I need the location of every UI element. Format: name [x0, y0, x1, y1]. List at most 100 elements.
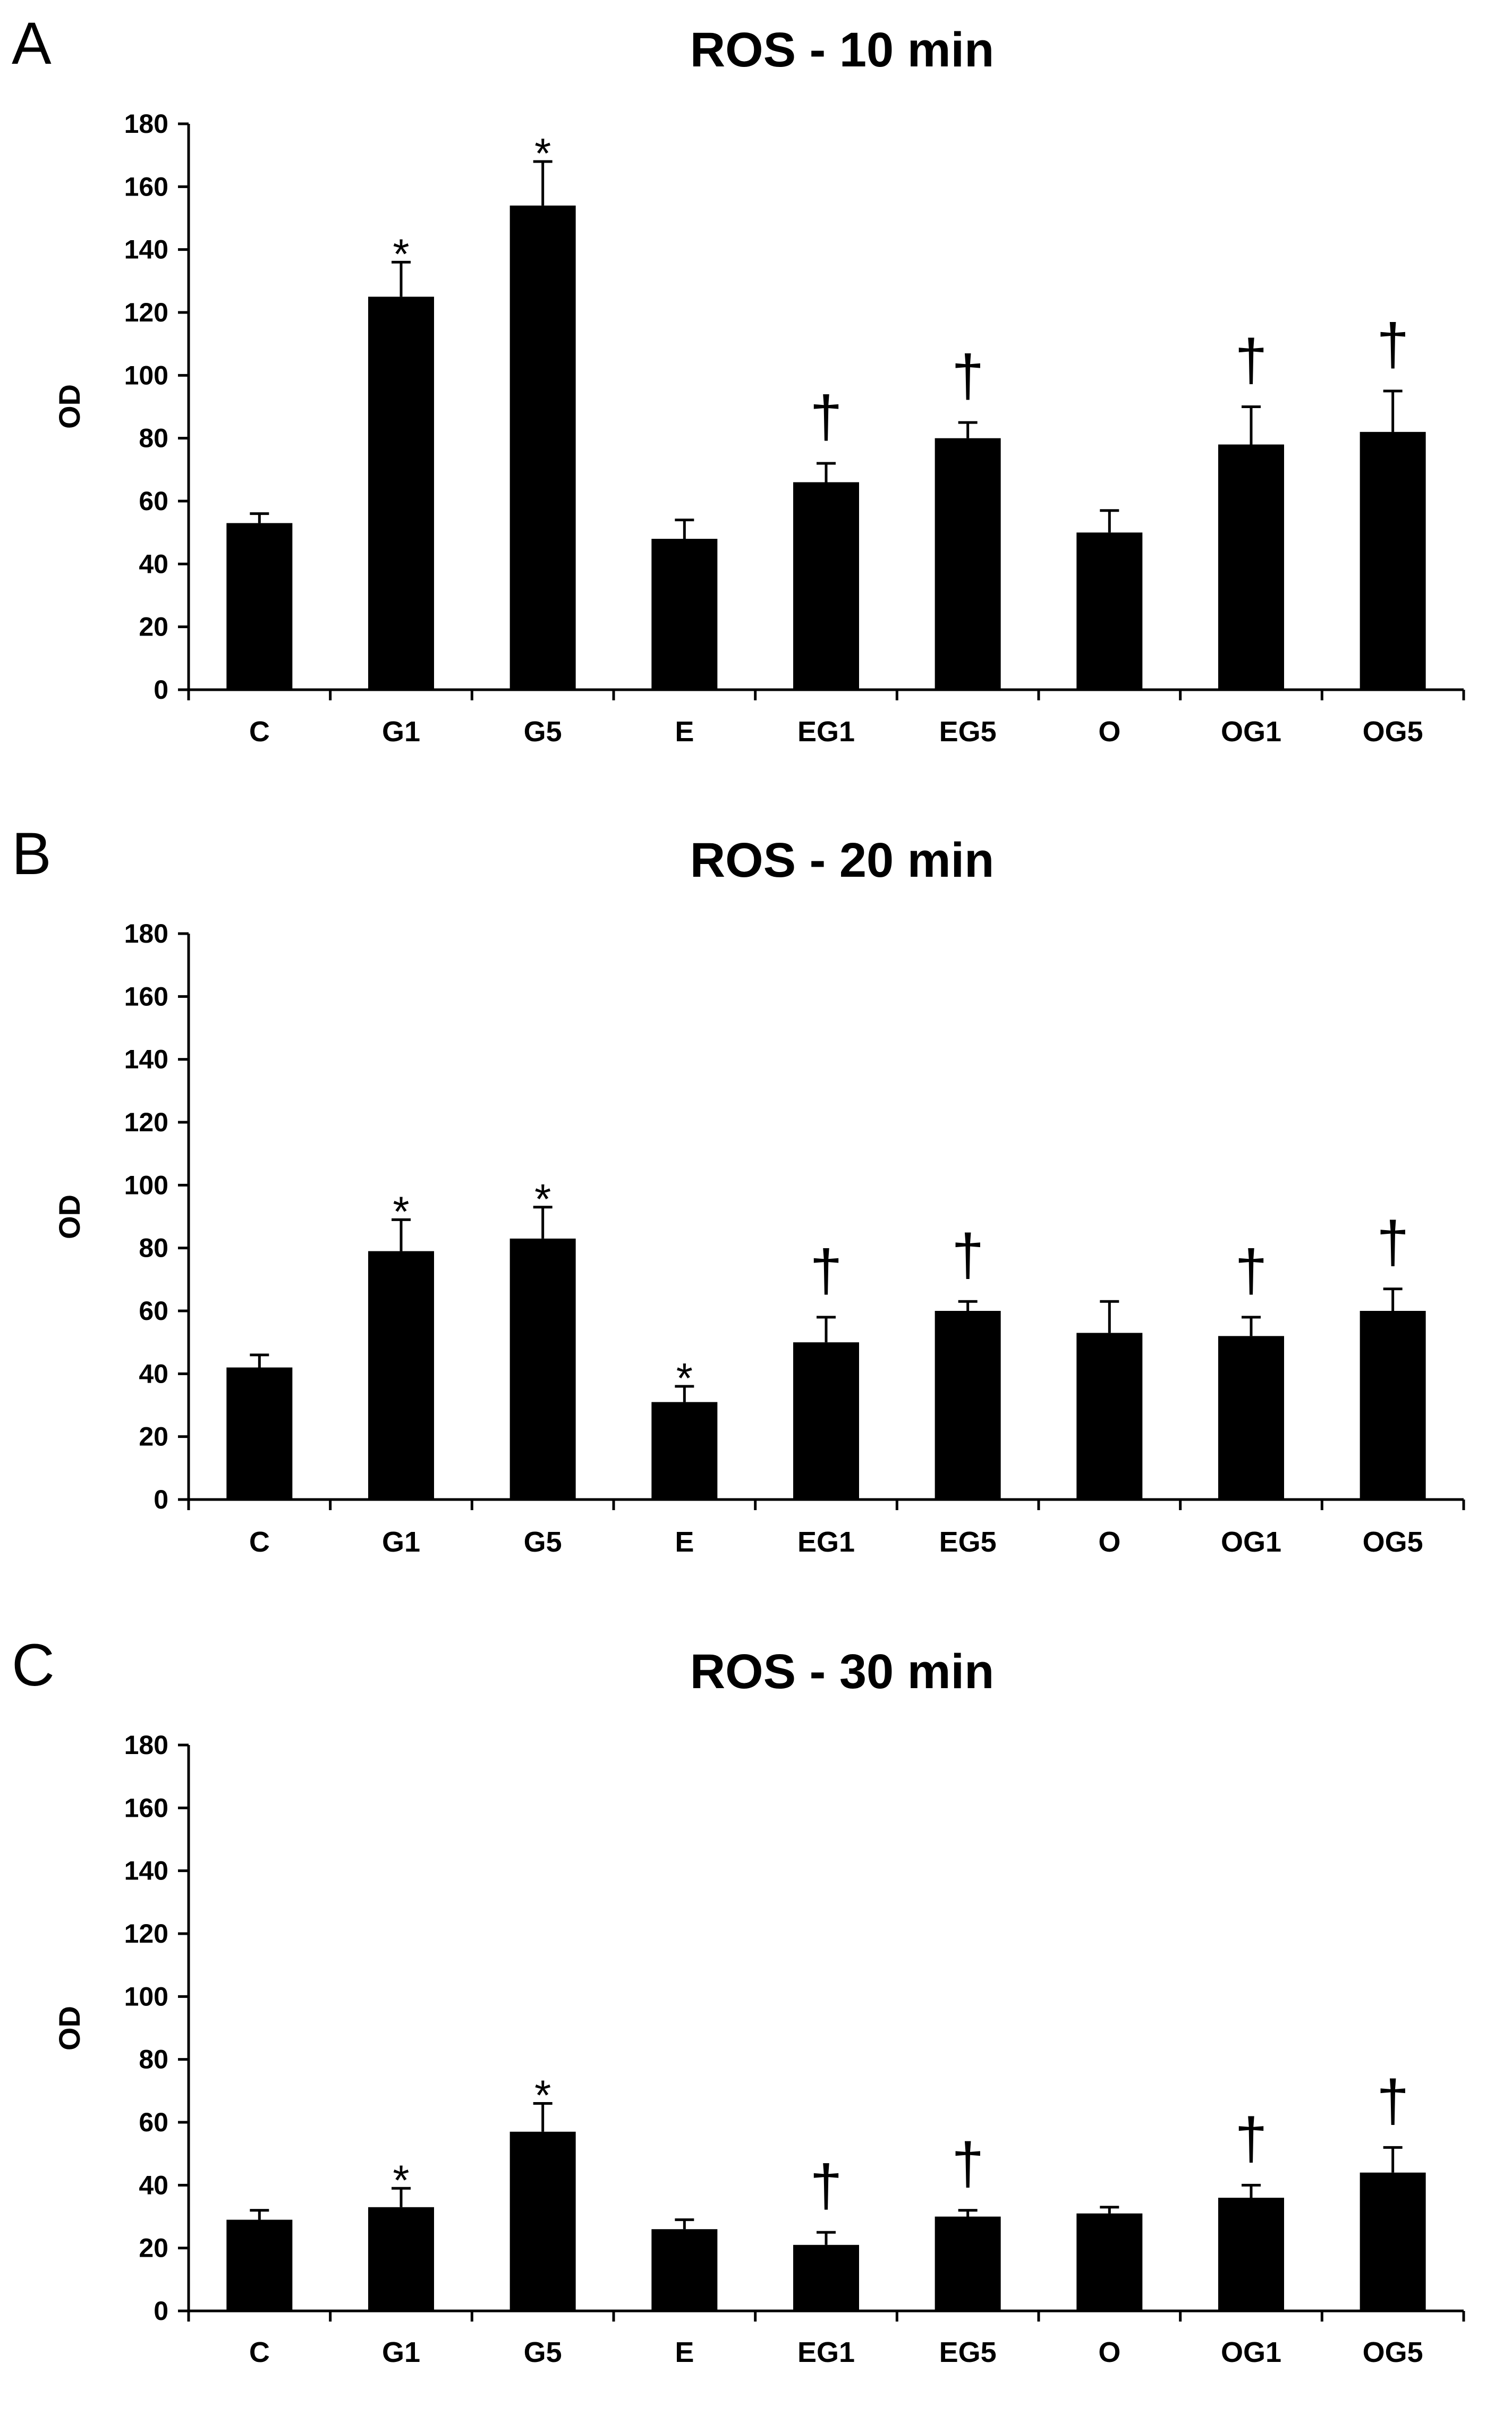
y-tick-label: 40 — [139, 1359, 168, 1388]
bar-eg5 — [935, 438, 1001, 690]
category-label: O — [1098, 1526, 1120, 1558]
significance-star-mark: * — [393, 1188, 409, 1235]
bar-eg1 — [793, 1342, 859, 1500]
category-label: OG1 — [1221, 2336, 1281, 2368]
category-label: EG5 — [939, 1526, 997, 1558]
significance-dagger-mark: † — [810, 384, 842, 450]
significance-dagger-mark: † — [1235, 328, 1267, 393]
bar-og1 — [1218, 1336, 1284, 1500]
category-label: EG1 — [797, 716, 855, 748]
category-label: EG1 — [797, 2336, 855, 2368]
category-label: OG5 — [1363, 716, 1423, 748]
significance-star-mark: * — [534, 1175, 551, 1223]
significance-dagger-mark: † — [1377, 312, 1409, 377]
category-label: C — [249, 2336, 270, 2368]
category-label: EG5 — [939, 716, 997, 748]
significance-star-mark: * — [393, 2156, 409, 2204]
y-tick-label: 140 — [124, 235, 168, 265]
significance-star-mark: * — [676, 1354, 693, 1402]
y-tick-label: 80 — [139, 423, 168, 453]
bar-c — [226, 523, 293, 690]
y-tick-label: 0 — [154, 1485, 168, 1514]
y-tick-label: 60 — [139, 2107, 168, 2137]
significance-dagger-mark: † — [1377, 1210, 1409, 1275]
significance-dagger-mark: † — [952, 343, 984, 409]
bar-c — [226, 1367, 293, 1500]
bar-og5 — [1360, 1311, 1426, 1500]
bar-o — [1076, 532, 1143, 690]
y-tick-label: 100 — [124, 1170, 168, 1200]
category-label: EG5 — [939, 2336, 997, 2368]
bar-og1 — [1218, 444, 1284, 690]
y-tick-label: 180 — [124, 919, 168, 948]
y-axis-label: OD — [53, 2006, 86, 2051]
bar-e — [651, 1402, 718, 1500]
significance-dagger-mark: † — [952, 2131, 984, 2197]
bar-og5 — [1360, 431, 1426, 690]
bar-g5 — [509, 205, 576, 690]
y-tick-label: 40 — [139, 2170, 168, 2200]
bar-o — [1076, 2213, 1143, 2311]
y-tick-label: 40 — [139, 549, 168, 579]
category-label: G5 — [524, 716, 562, 748]
bar-g1 — [368, 2207, 434, 2311]
y-tick-label: 180 — [124, 1730, 168, 1760]
bar-og1 — [1218, 2198, 1284, 2311]
y-tick-label: 20 — [139, 612, 168, 642]
significance-star-mark: * — [534, 2072, 551, 2119]
bar-o — [1076, 1333, 1143, 1500]
significance-star-mark: * — [534, 130, 551, 177]
bar-g1 — [368, 1251, 434, 1500]
category-label: OG5 — [1363, 2336, 1423, 2368]
y-tick-label: 120 — [124, 1919, 168, 1949]
category-label: C — [249, 716, 270, 748]
category-label: EG1 — [797, 1526, 855, 1558]
bar-g5 — [509, 1238, 576, 1500]
category-label: OG1 — [1221, 716, 1281, 748]
panel-letter: A — [12, 10, 52, 77]
y-tick-label: 120 — [124, 298, 168, 327]
panel-letter: B — [12, 820, 52, 887]
chart-panel-b: B ROS - 20 min OD 0 20 40 60 80 100 120 140 160 180 C… — [12, 820, 1465, 1558]
bar-eg5 — [935, 2216, 1001, 2311]
significance-dagger-mark: † — [1235, 1238, 1267, 1303]
y-tick-label: 140 — [124, 1856, 168, 1886]
chart-title: ROS - 20 min — [690, 833, 995, 887]
bar-eg5 — [935, 1311, 1001, 1500]
category-label: OG1 — [1221, 1526, 1281, 1558]
category-label: E — [675, 2336, 694, 2368]
significance-dagger-mark: † — [1235, 2106, 1267, 2171]
bar-c — [226, 2220, 293, 2311]
y-tick-label: 20 — [139, 2233, 168, 2263]
category-label: G1 — [382, 1526, 420, 1558]
significance-dagger-mark: † — [1377, 2068, 1409, 2133]
panel-letter: C — [12, 1632, 55, 1698]
category-label: G5 — [524, 1526, 562, 1558]
bar-og5 — [1360, 2172, 1426, 2311]
y-tick-label: 100 — [124, 360, 168, 390]
significance-dagger-mark: † — [952, 1222, 984, 1288]
y-tick-label: 80 — [139, 2045, 168, 2074]
bar-g1 — [368, 297, 434, 690]
category-label: G1 — [382, 2336, 420, 2368]
y-tick-label: 120 — [124, 1107, 168, 1137]
category-label: C — [249, 1526, 270, 1558]
bar-eg1 — [793, 2244, 859, 2311]
y-tick-label: 20 — [139, 1422, 168, 1452]
category-label: G1 — [382, 716, 420, 748]
y-tick-label: 60 — [139, 1296, 168, 1326]
chart-title: ROS - 30 min — [690, 1645, 995, 1699]
y-tick-label: 80 — [139, 1233, 168, 1263]
chart-panel-a: A ROS - 10 min OD 0 20 40 60 80 100 120 140 160 180 C… — [12, 10, 1465, 748]
y-tick-label: 0 — [154, 2296, 168, 2326]
y-tick-label: 160 — [124, 981, 168, 1011]
category-label: G5 — [524, 2336, 562, 2368]
significance-dagger-mark: † — [810, 1238, 842, 1303]
chart-title: ROS - 10 min — [690, 23, 995, 77]
category-label: E — [675, 716, 694, 748]
chart-panel-c: C ROS - 30 min OD 0 20 40 60 80 100 120 140 160 180 C… — [12, 1632, 1465, 2368]
y-axis-label: OD — [53, 1195, 86, 1239]
y-tick-label: 60 — [139, 486, 168, 516]
